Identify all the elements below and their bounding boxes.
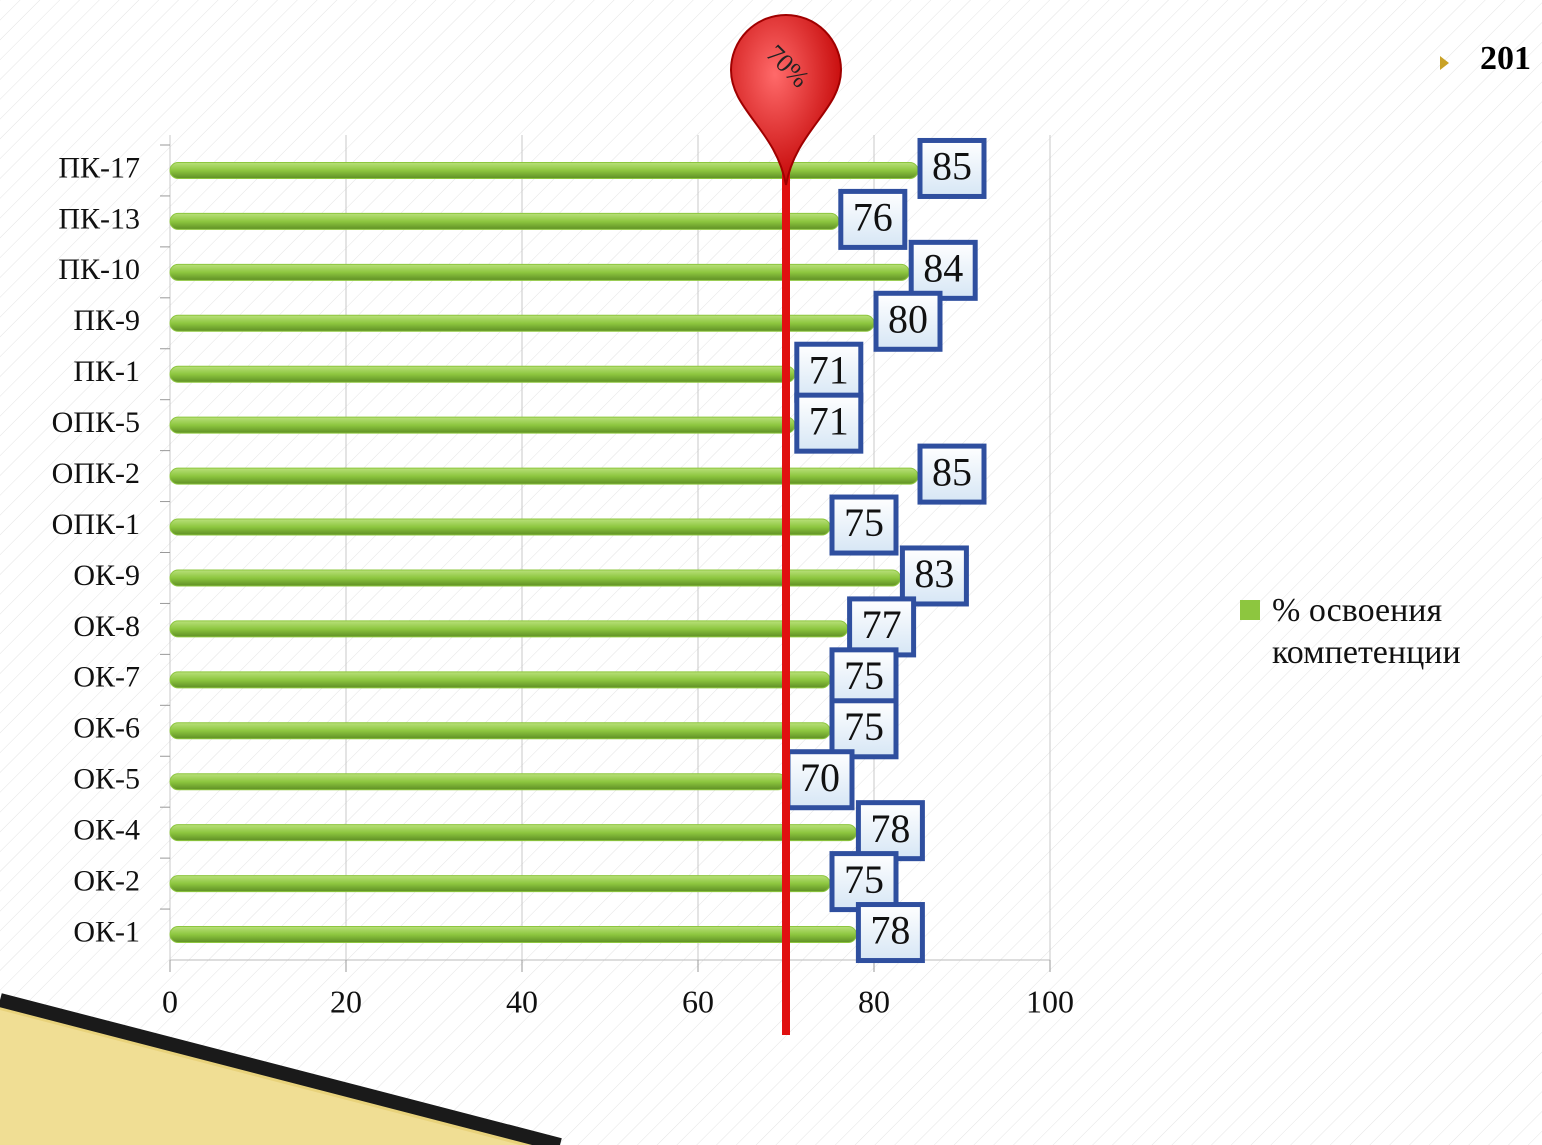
y-tick-label: ОПК-5	[52, 406, 140, 439]
y-tick-label: ОПК-1	[52, 508, 140, 541]
value-label-box	[794, 392, 864, 454]
value-label: 83	[914, 551, 954, 596]
value-label: 71	[809, 347, 849, 392]
y-tick-label: ОПК-2	[52, 457, 140, 490]
y-tick-label: ПК-10	[58, 253, 140, 286]
value-label: 85	[932, 144, 972, 189]
x-tick-label: 80	[858, 983, 890, 1019]
y-tick-label: ПК-9	[73, 304, 140, 337]
y-tick-label: ОК-6	[73, 712, 140, 745]
bar	[169, 365, 796, 383]
value-label: 71	[809, 398, 849, 443]
x-tick-label: 40	[506, 983, 538, 1019]
value-label: 70	[800, 755, 840, 800]
value-label-box	[794, 341, 864, 403]
value-label-box	[838, 188, 908, 250]
value-label: 75	[844, 500, 884, 545]
value-label: 75	[844, 704, 884, 749]
bar	[169, 212, 840, 230]
value-label-box	[855, 902, 925, 964]
bar	[169, 926, 857, 944]
bar	[169, 416, 796, 434]
y-tick-label: ОК-1	[73, 915, 140, 948]
bar	[169, 671, 831, 689]
y-tick-label: ОК-7	[73, 661, 140, 694]
reference-pin	[729, 14, 843, 186]
value-label: 80	[888, 296, 928, 341]
value-label: 84	[923, 246, 963, 291]
bar	[169, 875, 831, 893]
x-tick-label: 100	[1026, 983, 1074, 1019]
legend: % освоения компетенции	[1240, 590, 1540, 674]
bar	[169, 569, 901, 587]
y-tick-label: ПК-17	[58, 151, 140, 184]
bar	[169, 467, 919, 485]
value-label: 76	[853, 195, 893, 240]
y-tick-label: ОК-9	[73, 559, 140, 592]
value-label-box	[899, 545, 969, 607]
bar	[169, 773, 787, 791]
y-tick-label: ОК-8	[73, 610, 140, 643]
value-label: 78	[870, 806, 910, 851]
y-tick-label: ПК-1	[73, 355, 140, 388]
value-label: 75	[844, 857, 884, 902]
value-label-box	[829, 698, 899, 760]
value-label-box	[917, 443, 987, 505]
decoration	[0, 993, 562, 1145]
bar	[169, 722, 831, 740]
legend-label: % освоения компетенции	[1272, 592, 1461, 671]
value-label-box	[908, 239, 978, 301]
value-label: 77	[862, 602, 902, 647]
y-tick-label: ОК-4	[73, 814, 140, 847]
bullet	[1440, 56, 1449, 70]
y-tick-label: ОК-5	[73, 763, 140, 796]
value-label-box	[873, 290, 943, 352]
legend-swatch	[1240, 600, 1260, 620]
bar	[169, 518, 831, 536]
x-tick-label: 60	[682, 983, 714, 1019]
y-tick-label: ОК-2	[73, 864, 140, 897]
bar	[169, 161, 919, 179]
decoration	[0, 1010, 520, 1145]
value-label-box	[855, 800, 925, 862]
heading: 201	[1480, 40, 1531, 77]
value-label: 75	[844, 653, 884, 698]
value-label: 85	[932, 449, 972, 494]
bar	[169, 824, 857, 842]
value-label-box	[829, 494, 899, 556]
bar	[169, 620, 849, 638]
value-label-box	[917, 137, 987, 199]
bar	[169, 314, 875, 332]
y-tick-label: ПК-13	[58, 202, 140, 235]
bar	[169, 263, 910, 281]
x-tick-label: 0	[162, 983, 178, 1019]
value-label: 78	[870, 908, 910, 953]
x-tick-label: 20	[330, 983, 362, 1019]
